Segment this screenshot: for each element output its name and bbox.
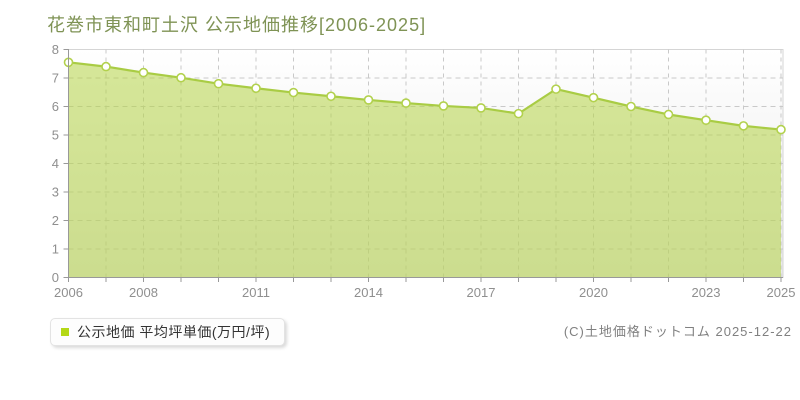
y-tick-label: 0	[52, 270, 59, 285]
data-point-marker	[551, 84, 561, 94]
data-point-marker	[326, 91, 336, 102]
y-tick-label: 2	[52, 213, 59, 228]
y-tick-label: 5	[52, 128, 59, 143]
data-point-marker	[701, 115, 711, 125]
y-tick-label: 3	[52, 185, 59, 200]
data-point-marker	[476, 103, 486, 113]
data-point-marker	[251, 83, 261, 94]
data-point-marker	[438, 101, 449, 111]
data-point-marker	[776, 124, 786, 135]
x-tick-label: 2008	[129, 285, 158, 300]
y-tick-label: 1	[52, 242, 59, 257]
x-tick-label: 2023	[692, 285, 721, 300]
data-point-marker	[663, 109, 674, 120]
data-point-marker	[101, 61, 111, 72]
land-price-trend-chart: 0 1 2 3 4 5 6 7 8 2006 2008 2011 2014 2017 2020 2023 202…	[52, 42, 796, 300]
legend: 公示地価 平均坪単価(万円/坪)	[50, 318, 286, 346]
x-tick-label: 2006	[54, 285, 83, 300]
y-tick-label: 6	[52, 99, 59, 114]
data-point-marker	[588, 92, 599, 103]
x-tick-label: 2025	[767, 285, 796, 300]
data-point-marker	[363, 95, 374, 105]
x-tick-label: 2014	[354, 285, 383, 300]
data-point-marker	[401, 98, 411, 108]
data-point-marker	[738, 121, 749, 131]
data-point-marker	[138, 67, 149, 78]
copyright-note: (C)土地価格ドットコム 2025-12-22	[563, 324, 792, 339]
data-point-marker	[513, 108, 524, 119]
legend-label: 公示地価 平均坪単価(万円/坪)	[77, 324, 271, 340]
x-tick-label: 2011	[242, 285, 270, 300]
data-point-marker	[176, 72, 186, 83]
legend-marker-icon	[61, 328, 69, 336]
price-line	[68, 61, 782, 131]
x-tick-label: 2017	[467, 285, 496, 300]
y-tick-label: 4	[52, 156, 59, 171]
data-point-marker	[288, 87, 299, 98]
data-point-marker	[626, 101, 636, 112]
data-point-marker	[213, 78, 224, 89]
x-tick-label: 2020	[579, 285, 608, 300]
y-tick-label: 8	[52, 42, 59, 57]
price-area	[68, 62, 781, 278]
y-tick-label: 7	[52, 71, 59, 86]
page-title: 花巻市東和町土沢 公示地価推移[2006-2025]	[47, 15, 427, 35]
